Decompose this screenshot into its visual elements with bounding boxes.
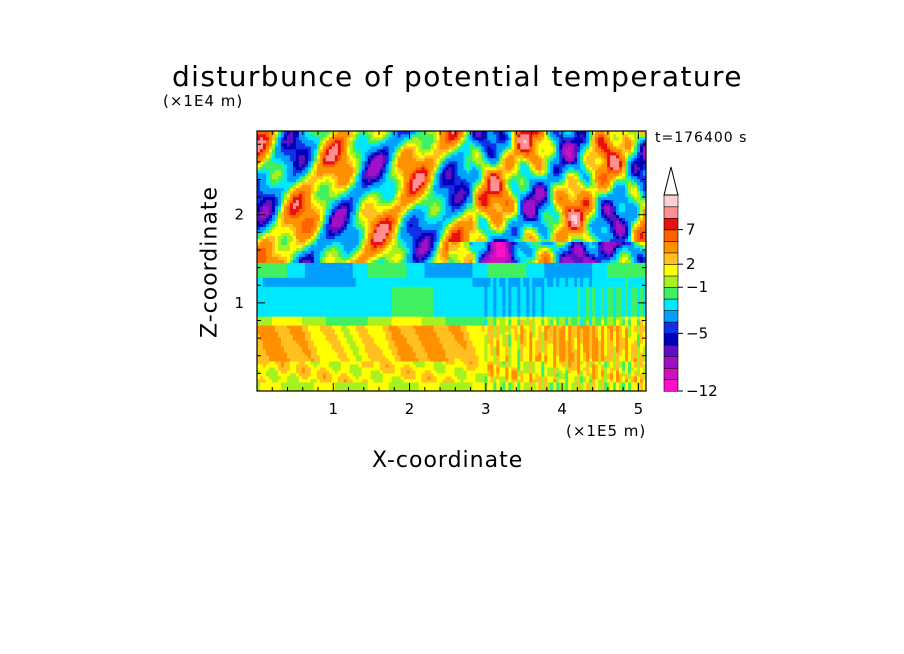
x-tick-label: 2 [405, 400, 415, 418]
y-tick-label: 2 [234, 206, 244, 224]
contour-field [257, 131, 646, 391]
colorbar-swatch [663, 206, 679, 219]
colorbar-swatch [663, 286, 679, 300]
colorbar-swatch [663, 356, 679, 369]
x-axis-unit: (×1E5 m) [566, 422, 647, 440]
x-tick-label: 1 [329, 400, 339, 418]
colorbar-label: −1 [686, 278, 708, 296]
axis-tick-labels: 1 2 3 4 5 1 2 [234, 206, 643, 418]
colorbar-label: 7 [686, 221, 696, 239]
chart-title: disturbunce of potential temperature [172, 60, 743, 93]
colorbar-swatch [663, 333, 679, 346]
x-tick-label: 5 [634, 400, 644, 418]
colorbar-label: 2 [686, 255, 696, 273]
z-axis-unit: (×1E4 m) [163, 92, 244, 110]
colorbar-swatch [663, 321, 679, 334]
colorbar-swatch [663, 263, 679, 277]
colorbar-swatch [663, 240, 679, 254]
colorbar-label: −12 [686, 382, 718, 400]
colorbar-swatch [663, 252, 679, 265]
colorbar-swatch [663, 275, 679, 288]
x-axis-label: X-coordinate [372, 448, 524, 473]
colorbar-swatch [663, 229, 679, 242]
colorbar-swatch [663, 344, 679, 358]
x-tick-label: 4 [557, 400, 567, 418]
axis-ticks [257, 131, 646, 391]
time-label: t=176400 s [655, 130, 748, 146]
y-tick-label: 1 [234, 294, 244, 312]
colorbar-swatch [663, 379, 679, 392]
plot-frame [256, 130, 647, 392]
x-tick-label: 3 [481, 400, 491, 418]
colorbar-extend-arrow [663, 166, 679, 196]
colorbar-swatch [663, 194, 679, 208]
colorbar-swatch [663, 309, 679, 323]
colorbar: 7 2 −1 −5 −12 [663, 166, 718, 400]
colorbar-swatch [663, 298, 679, 311]
colorbar-swatch [663, 217, 679, 231]
colorbar-label: −5 [686, 324, 708, 342]
colorbar-swatch [663, 367, 679, 381]
